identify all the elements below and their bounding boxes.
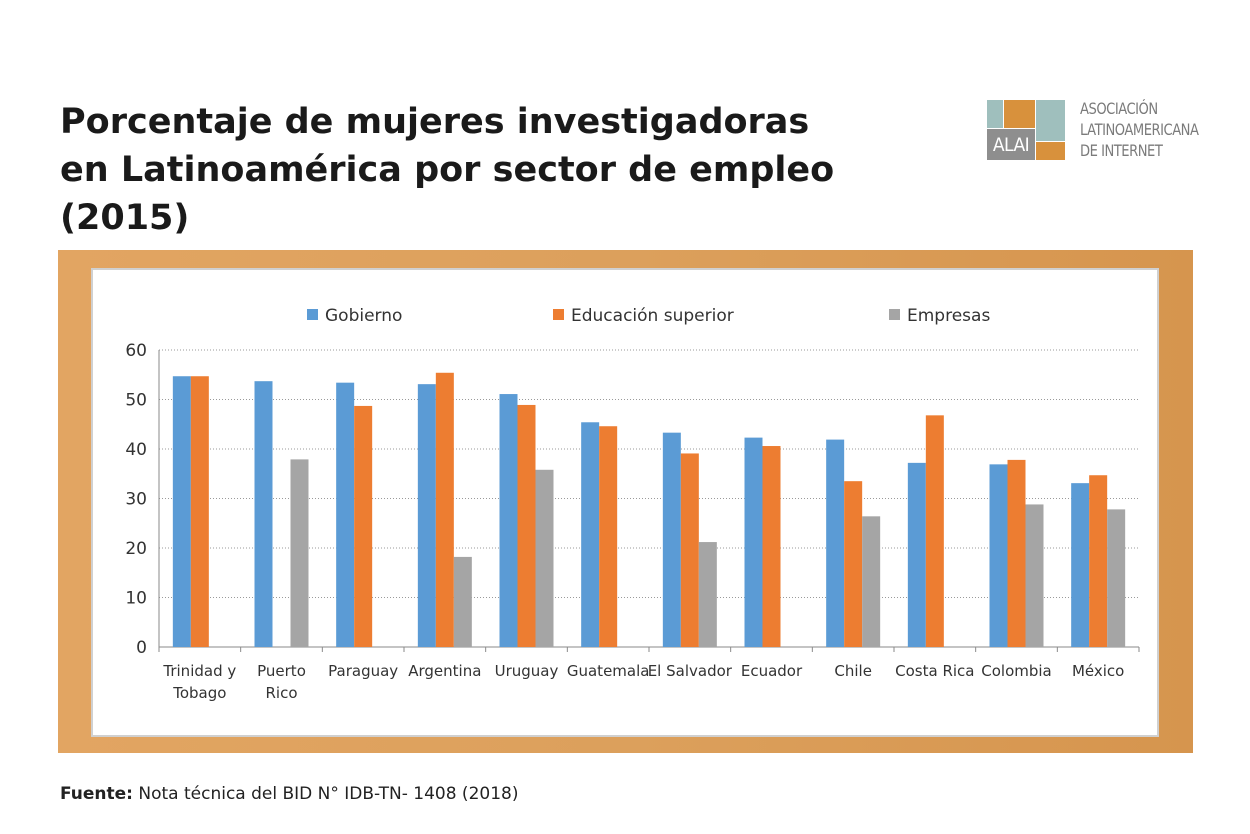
x-tick-label: Guatemala	[567, 662, 650, 680]
bar-educación-superior	[1007, 459, 1026, 647]
chart-panel: 0 10 20 30 40 50 60 Trinidad y Tobago Puerto Rico P…	[91, 268, 1159, 737]
legend-swatch	[307, 309, 318, 320]
x-tick-label: Paraguay	[328, 662, 398, 680]
bar-gobierno	[662, 432, 681, 647]
x-tick-label: Chile	[834, 662, 872, 680]
y-tick-label: 50	[125, 391, 147, 411]
y-tick-label: 40	[125, 440, 147, 460]
y-tick-label: 30	[125, 490, 147, 510]
legend-label: Educación superior	[571, 306, 734, 326]
source-label: Fuente:	[60, 784, 133, 804]
bar-educación-superior	[599, 426, 618, 647]
title-line-2: en Latinoamérica por sector de empleo	[60, 150, 835, 190]
x-tick-label: El Salvador	[648, 662, 733, 680]
y-tick-label: 10	[125, 589, 147, 609]
bar-chart: 0 10 20 30 40 50 60 Trinidad y Tobago Puerto Rico P…	[125, 306, 1140, 702]
bar-gobierno	[417, 384, 436, 647]
bar-gobierno	[336, 382, 355, 647]
bar-empresas	[698, 542, 717, 647]
page-title: Porcentaje de mujeres investigadoras en …	[60, 98, 840, 242]
bar-gobierno	[172, 376, 191, 647]
bar-gobierno	[744, 437, 763, 647]
bar-gobierno	[581, 422, 600, 647]
source-note: Fuente: Nota técnica del BID N° IDB-TN- …	[60, 784, 518, 804]
logo-block-orange-small	[1036, 142, 1065, 160]
bar-gobierno	[989, 464, 1008, 647]
logo-name: ASOCIACIÓN LATINOAMERICANA DE INTERNET	[1080, 98, 1199, 161]
bar-empresas	[862, 516, 881, 647]
legend-label: Empresas	[907, 306, 990, 326]
x-tick-label: Rico	[265, 684, 297, 702]
bar-gobierno	[254, 381, 273, 647]
logo-block-orange	[1004, 100, 1035, 128]
y-tick-label: 60	[125, 341, 147, 361]
x-tick-label: Trinidad y	[162, 662, 236, 680]
logo-name-line-1: ASOCIACIÓN	[1080, 99, 1158, 118]
logo-block-teal-tall	[1036, 100, 1065, 141]
bar-educación-superior	[925, 415, 944, 647]
x-tick-label: Ecuador	[741, 662, 803, 680]
x-tick-label: Colombia	[981, 662, 1052, 680]
bar-empresas	[290, 459, 309, 647]
x-tick-label: Uruguay	[495, 662, 559, 680]
x-tick-label: Puerto	[257, 662, 306, 680]
source-text: Nota técnica del BID N° IDB-TN- 1408 (20…	[138, 784, 519, 804]
bar-empresas	[1107, 509, 1126, 647]
logo-name-line-2: LATINOAMERICANA	[1080, 120, 1199, 139]
legend-label: Gobierno	[325, 306, 402, 326]
bar-educación-superior	[517, 404, 536, 647]
legend-swatch	[889, 309, 900, 320]
alai-logo: ALAI ASOCIACIÓN LATINOAMERICANA DE INTER…	[987, 98, 1227, 162]
bar-empresas	[453, 556, 472, 647]
title-line-1: Porcentaje de mujeres investigadoras	[60, 102, 810, 142]
y-tick-label: 20	[125, 539, 147, 559]
bar-gobierno	[826, 439, 845, 647]
bar-gobierno	[1071, 483, 1090, 647]
bar-gobierno	[907, 462, 926, 647]
title-line-3: (2015)	[60, 198, 190, 238]
logo-name-line-3: DE INTERNET	[1080, 141, 1163, 160]
bar-educación-superior	[680, 453, 699, 647]
logo-abbreviation: ALAI	[992, 134, 1030, 156]
bar-gobierno	[499, 394, 518, 647]
bar-empresas	[1025, 504, 1044, 647]
bar-educación-superior	[435, 372, 454, 647]
x-tick-label: México	[1072, 662, 1124, 680]
bar-educación-superior	[190, 376, 209, 647]
x-tick-label: Costa Rica	[895, 662, 974, 680]
logo-block-teal	[987, 100, 1003, 128]
bar-educación-superior	[1089, 475, 1108, 647]
x-tick-label: Argentina	[408, 662, 481, 680]
legend-swatch	[553, 309, 564, 320]
bar-educación-superior	[844, 481, 863, 647]
logo-block-gray	[987, 129, 1035, 160]
y-tick-label: 0	[136, 638, 147, 658]
bar-empresas	[535, 469, 554, 647]
x-tick-label: Tobago	[172, 684, 226, 702]
bar-educación-superior	[762, 446, 781, 647]
bar-educación-superior	[354, 405, 373, 647]
